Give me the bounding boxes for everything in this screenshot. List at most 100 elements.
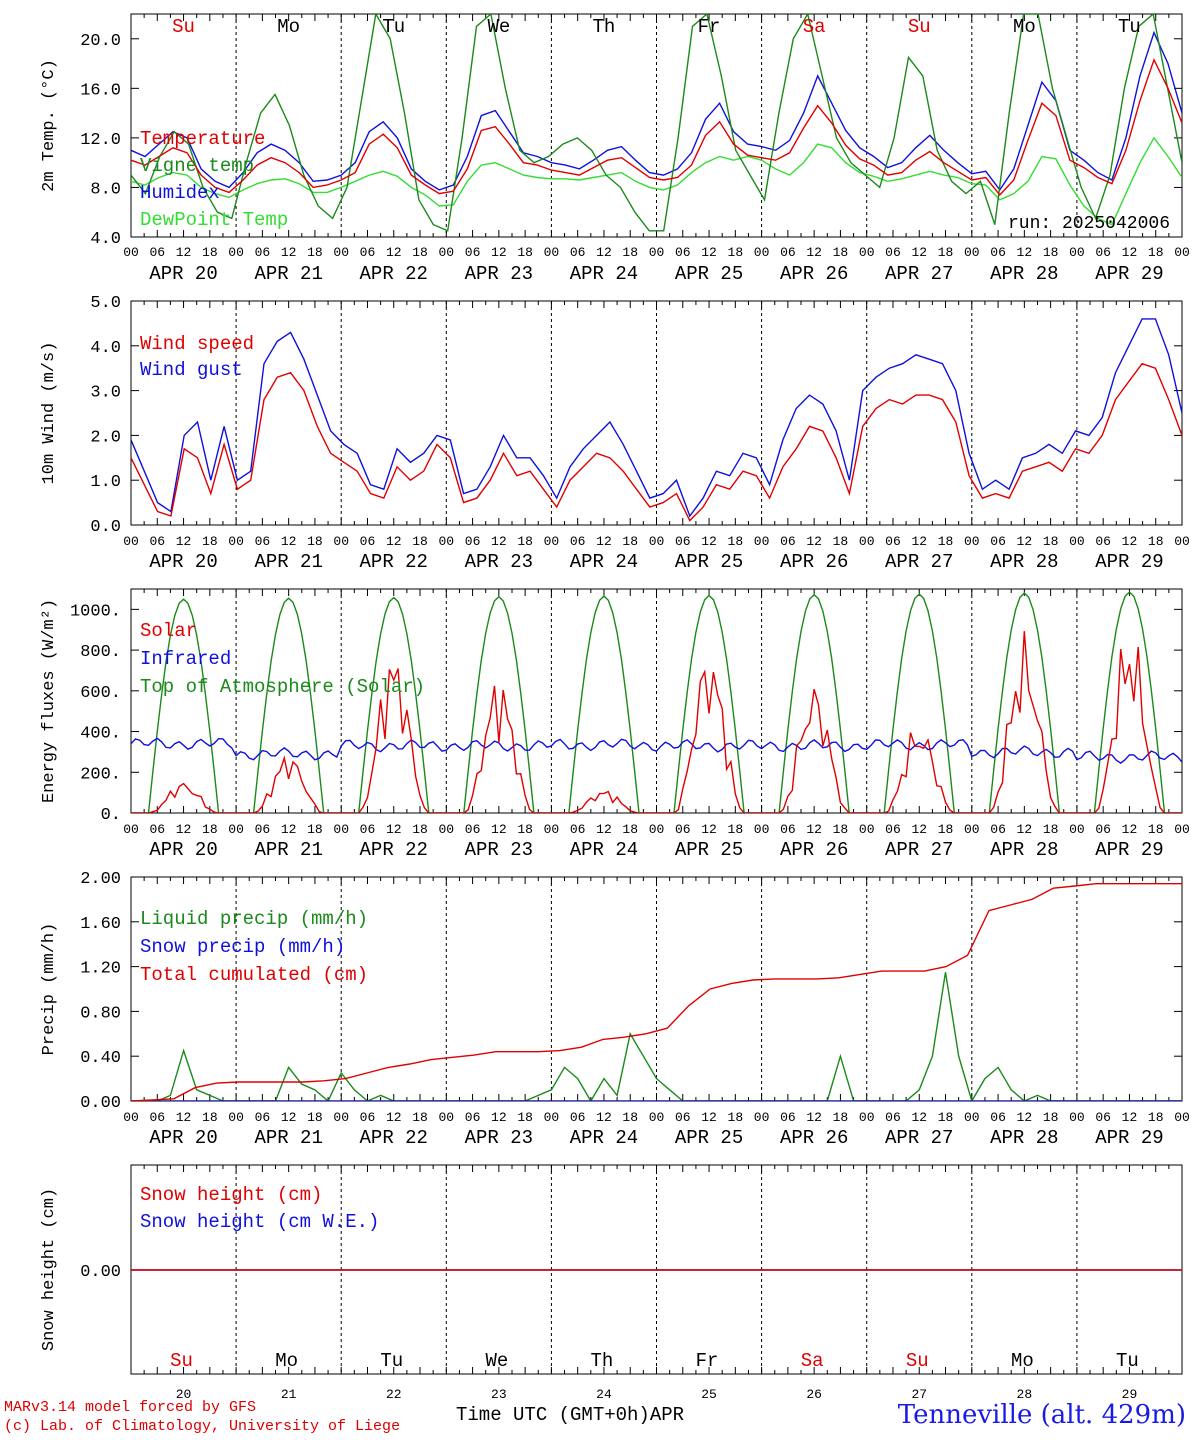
- day-number: 28: [1017, 1387, 1033, 1402]
- hour-tick-label: 18: [1148, 534, 1164, 549]
- hour-tick-label: 00: [1174, 822, 1190, 837]
- hour-tick-label: 00: [123, 822, 139, 837]
- date-label: APR 24: [570, 263, 638, 285]
- hour-tick-label: 18: [728, 534, 744, 549]
- date-label: APR 29: [1095, 1127, 1163, 1149]
- legend-solar: Solar: [140, 620, 197, 642]
- hour-tick-label: 00: [544, 1110, 560, 1125]
- hour-tick-label: 00: [964, 1110, 980, 1125]
- hour-tick-label: 18: [307, 1110, 323, 1125]
- legend-humidex: Humidex: [140, 182, 220, 204]
- y-tick-label: 2.00: [80, 870, 121, 889]
- hour-tick-label: 18: [622, 1110, 638, 1125]
- y-tick-label: 4.0: [90, 339, 121, 358]
- hour-tick-label: 18: [833, 1110, 849, 1125]
- hour-tick-label: 12: [176, 534, 192, 549]
- y-tick-label: 16.0: [80, 81, 121, 100]
- hour-tick-label: 12: [911, 822, 927, 837]
- lab-credit: (c) Lab. of Climatology, University of L…: [4, 1418, 401, 1435]
- date-label: APR 27: [885, 263, 953, 285]
- hour-tick-label: 00: [649, 822, 665, 837]
- panel-frame-energy: [130, 588, 1183, 814]
- hour-tick-label: 00: [1069, 822, 1085, 837]
- legend-top-of-atmosphere-solar-: Top of Atmosphere (Solar): [140, 676, 425, 698]
- hour-tick-label: 06: [360, 822, 376, 837]
- hour-tick-label: 12: [176, 245, 192, 260]
- hour-tick-label: 18: [728, 245, 744, 260]
- hour-tick-label: 12: [911, 245, 927, 260]
- y-tick-label: 4.0: [90, 230, 121, 249]
- hour-tick-label: 12: [176, 1110, 192, 1125]
- series-temperature: [131, 57, 1182, 196]
- hour-tick-label: 06: [255, 245, 271, 260]
- hour-tick-label: 00: [1069, 245, 1085, 260]
- day-label: Su: [906, 1350, 929, 1372]
- date-label: APR 23: [465, 839, 533, 861]
- day-label: Tu: [382, 16, 405, 38]
- hour-tick-label: 12: [386, 822, 402, 837]
- day-number: 26: [806, 1387, 822, 1402]
- hour-tick-label: 18: [1043, 1110, 1059, 1125]
- hour-tick-label: 00: [649, 534, 665, 549]
- hour-tick-label: 18: [833, 822, 849, 837]
- date-label: APR 25: [675, 551, 743, 573]
- day-label: Mo: [275, 1350, 298, 1372]
- hour-tick-label: 06: [780, 245, 796, 260]
- y-axis-label: Precip (mm/h): [40, 923, 59, 1056]
- run-label: run: 2025042006: [1008, 214, 1170, 234]
- x-axis-month: APR: [649, 1404, 685, 1426]
- day-label: We: [485, 1350, 508, 1372]
- date-label: APR 27: [885, 1127, 953, 1149]
- hour-tick-label: 12: [386, 1110, 402, 1125]
- series-dewpoint-temp: [131, 136, 1182, 226]
- date-label: APR 29: [1095, 263, 1163, 285]
- day-label: Sa: [801, 1350, 824, 1372]
- hour-tick-label: 06: [675, 822, 691, 837]
- hour-tick-label: 06: [149, 534, 165, 549]
- hour-tick-label: 00: [438, 822, 454, 837]
- hour-tick-label: 18: [622, 534, 638, 549]
- legend-wind-gust: Wind gust: [140, 359, 243, 381]
- hour-tick-label: 12: [701, 534, 717, 549]
- hour-tick-label: 06: [885, 1110, 901, 1125]
- legend-temperature: Temperature: [140, 128, 265, 150]
- hour-tick-label: 00: [544, 822, 560, 837]
- date-label: APR 23: [465, 263, 533, 285]
- hour-tick-label: 18: [1043, 822, 1059, 837]
- hour-tick-label: 12: [596, 1110, 612, 1125]
- series-total-cumulated: [131, 883, 1182, 1101]
- hour-tick-label: 18: [202, 822, 218, 837]
- hour-tick-label: 18: [833, 245, 849, 260]
- hour-tick-label: 18: [412, 822, 428, 837]
- hour-tick-label: 18: [938, 534, 954, 549]
- date-label: APR 27: [885, 839, 953, 861]
- legend-snow-height-cm-w-e-: Snow height (cm W.E.): [140, 1211, 379, 1233]
- y-tick-label: 8.0: [90, 180, 121, 199]
- y-tick-label: 2.0: [90, 428, 121, 447]
- y-tick-label: 0.0: [90, 518, 121, 537]
- hour-tick-label: 18: [202, 1110, 218, 1125]
- hour-tick-label: 12: [1122, 822, 1138, 837]
- day-label: Fr: [698, 16, 721, 38]
- hour-tick-label: 12: [1122, 1110, 1138, 1125]
- date-label: APR 20: [149, 1127, 217, 1149]
- hour-tick-label: 00: [754, 534, 770, 549]
- hour-tick-label: 00: [333, 822, 349, 837]
- date-label: APR 20: [149, 839, 217, 861]
- hour-tick-label: 12: [491, 534, 507, 549]
- day-label: Fr: [696, 1350, 719, 1372]
- y-tick-label: 0.00: [80, 1094, 121, 1113]
- hour-tick-label: 00: [754, 822, 770, 837]
- hour-tick-label: 00: [438, 245, 454, 260]
- y-tick-label: 400.: [80, 725, 121, 744]
- date-label: APR 21: [254, 1127, 322, 1149]
- legend-dewpoint-temp: DewPoint Temp: [140, 209, 288, 231]
- hour-tick-label: 06: [570, 1110, 586, 1125]
- y-tick-label: 3.0: [90, 384, 121, 403]
- hour-tick-label: 00: [859, 1110, 875, 1125]
- hour-tick-label: 06: [360, 1110, 376, 1125]
- hour-tick-label: 06: [149, 1110, 165, 1125]
- y-tick-label: 1.20: [80, 960, 121, 979]
- y-tick-label: 20.0: [80, 32, 121, 51]
